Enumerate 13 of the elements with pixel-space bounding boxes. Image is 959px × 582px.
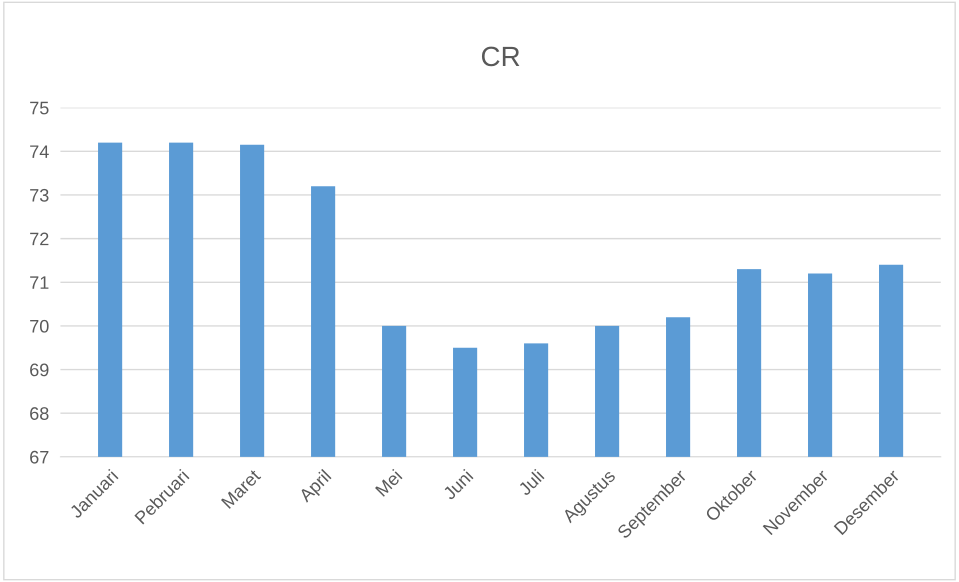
y-tick-label: 74 [30,145,49,158]
y-tick-label: 71 [30,276,48,289]
x-tick-label: Juli [517,468,545,496]
y-tick-label: 73 [30,188,49,202]
y-tick-label: 72 [30,232,48,246]
x-tick-label: Mei [374,468,403,497]
y-tick-label: 69 [30,364,48,376]
y-tick-label: 67 [30,450,48,464]
y-tick-label: 75 [30,102,49,114]
chart-title: CR [482,46,520,66]
y-tick-label: 68 [30,407,49,420]
y-tick-label: 70 [30,320,49,333]
x-tick-label: Juni [442,468,474,501]
